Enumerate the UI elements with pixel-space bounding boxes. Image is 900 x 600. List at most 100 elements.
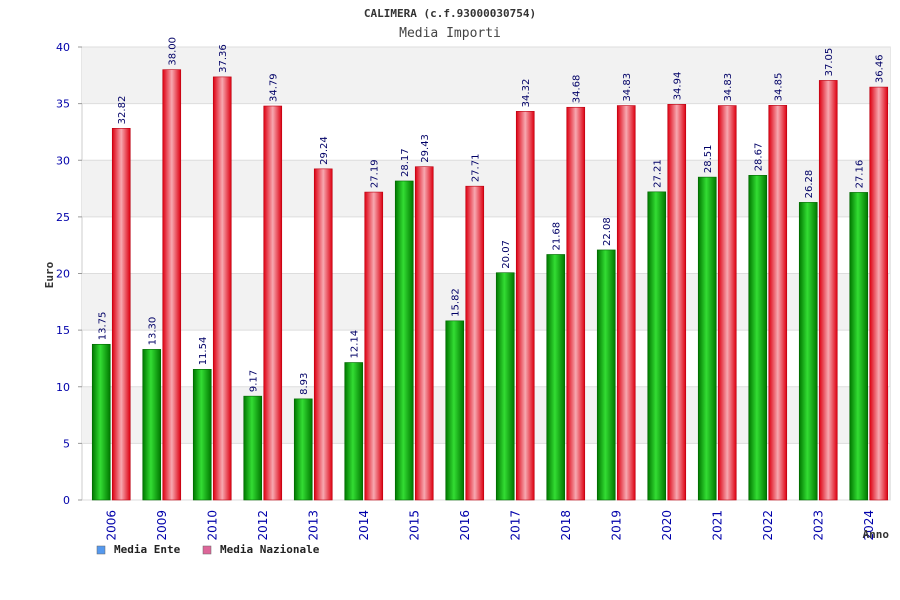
data-label: 36.46 — [875, 54, 886, 83]
bar-media-ente-2017 — [495, 272, 515, 501]
x-tick-label: 2020 — [660, 510, 674, 541]
x-tick-label: 2024 — [862, 510, 876, 541]
bar-media-nazionale-2024 — [869, 86, 889, 501]
bar-media-ente-2021 — [697, 176, 717, 501]
data-label: 34.94 — [673, 72, 684, 101]
data-label: 34.32 — [521, 79, 532, 108]
data-label: 37.36 — [218, 44, 229, 73]
plot-band — [82, 47, 890, 104]
data-label: 27.71 — [471, 154, 482, 183]
bar-media-ente-2018 — [546, 254, 566, 501]
data-label: 8.93 — [299, 373, 310, 395]
y-tick-label: 40 — [56, 41, 70, 54]
bar-media-nazionale-2020 — [667, 104, 687, 501]
data-label: 13.30 — [148, 317, 159, 346]
x-tick-label: 2013 — [306, 510, 320, 541]
chart-title: CALIMERA (c.f.93000030754) — [364, 7, 536, 20]
bar-media-ente-2022 — [748, 175, 768, 501]
data-label: 34.68 — [572, 75, 583, 104]
legend-label-media-nazionale: Media Nazionale — [220, 543, 320, 556]
x-tick-label: 2014 — [357, 510, 371, 541]
bar-media-nazionale-2017 — [515, 111, 535, 501]
data-label: 34.85 — [774, 73, 785, 102]
bar-media-ente-2013 — [293, 398, 313, 501]
bar-media-ente-2015 — [394, 180, 414, 501]
bar-media-nazionale-2018 — [566, 106, 586, 501]
data-label: 34.79 — [269, 73, 280, 102]
data-label: 28.67 — [754, 143, 765, 172]
bar-media-ente-2014 — [344, 362, 364, 501]
y-tick-label: 5 — [63, 437, 70, 450]
x-tick-label: 2009 — [155, 510, 169, 541]
x-axis-label: Anno — [863, 528, 890, 541]
y-tick-label: 10 — [56, 381, 70, 394]
data-label: 29.43 — [420, 134, 431, 163]
bars — [91, 69, 889, 501]
data-label: 9.17 — [249, 370, 260, 392]
bar-media-nazionale-2016 — [465, 185, 485, 501]
x-tick-label: 2021 — [710, 510, 724, 541]
x-tick-label: 2018 — [559, 510, 573, 541]
x-tick-label: 2012 — [256, 510, 270, 541]
bar-media-nazionale-2014 — [364, 191, 384, 501]
bar-media-nazionale-2019 — [616, 105, 636, 501]
x-tick-label: 2016 — [458, 510, 472, 541]
data-label: 32.82 — [117, 96, 128, 125]
bar-media-ente-2006 — [91, 343, 111, 501]
data-label: 26.28 — [804, 170, 815, 199]
bar-media-ente-2023 — [798, 202, 818, 501]
y-tick-label: 35 — [56, 98, 70, 111]
data-label: 27.16 — [855, 160, 866, 189]
bar-media-nazionale-2006 — [111, 128, 131, 501]
chart-subtitle: Media Importi — [399, 26, 501, 41]
data-label: 28.17 — [400, 148, 411, 177]
y-tick-label: 25 — [56, 211, 70, 224]
bar-media-ente-2020 — [647, 191, 667, 501]
bar-media-nazionale-2013 — [313, 168, 333, 501]
x-tick-label: 2010 — [205, 510, 219, 541]
x-tick-label: 2022 — [761, 510, 775, 541]
data-label: 12.14 — [350, 330, 361, 359]
data-label: 20.07 — [501, 240, 512, 269]
data-label: 34.83 — [723, 73, 734, 102]
legend-swatch-media-ente — [96, 545, 106, 555]
bar-media-nazionale-2012 — [263, 105, 283, 501]
legend: Media Ente Media Nazionale — [96, 543, 320, 556]
x-axis-ticks: 2006 2009 2010 2012 2013 2014 2015 2016 2017 2018… — [104, 510, 876, 541]
bar-media-ente-2019 — [596, 249, 616, 501]
y-axis-ticks: 0 5 10 15 20 25 30 35 40 — [56, 41, 82, 507]
x-tick-label: 2019 — [609, 510, 623, 541]
x-tick-label: 2017 — [508, 510, 522, 541]
bar-media-nazionale-2015 — [414, 166, 434, 501]
data-label: 28.51 — [703, 144, 714, 173]
data-label: 21.68 — [552, 222, 563, 251]
bar-media-ente-2016 — [445, 320, 465, 501]
bar-media-ente-2024 — [849, 192, 869, 501]
bar-media-nazionale-2010 — [212, 76, 232, 501]
data-label: 37.05 — [824, 48, 835, 77]
y-tick-label: 30 — [56, 154, 70, 167]
bar-media-nazionale-2021 — [717, 105, 737, 501]
data-label: 29.24 — [319, 136, 330, 165]
bar-media-nazionale-2023 — [818, 80, 838, 501]
legend-label-media-ente: Media Ente — [114, 543, 181, 556]
data-label: 38.00 — [168, 37, 179, 66]
data-label: 22.08 — [602, 217, 613, 246]
y-tick-label: 0 — [63, 494, 70, 507]
bar-media-ente-2010 — [192, 369, 212, 501]
bar-media-nazionale-2022 — [768, 105, 788, 501]
y-axis-label: Euro — [43, 261, 56, 288]
y-tick-label: 15 — [56, 324, 70, 337]
data-label: 34.83 — [622, 73, 633, 102]
y-tick-label: 20 — [56, 268, 70, 281]
bar-media-ente-2012 — [243, 395, 263, 501]
bar-media-ente-2009 — [142, 349, 162, 501]
x-tick-label: 2023 — [811, 510, 825, 541]
data-label: 15.82 — [451, 288, 462, 317]
x-tick-label: 2015 — [407, 510, 421, 541]
data-label: 27.21 — [653, 159, 664, 188]
bar-media-nazionale-2009 — [162, 69, 182, 501]
data-labels: 13.75 32.82 13.30 38.00 11.54 37.36 9.17 34.79 8… — [97, 37, 886, 395]
data-label: 11.54 — [198, 337, 209, 366]
